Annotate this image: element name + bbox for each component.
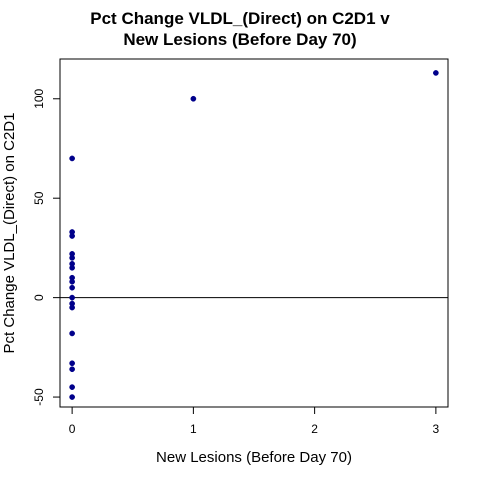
- plot-frame: [59, 58, 449, 408]
- chart-title: Pct Change VLDL_(Direct) on C2D1 v New L…: [0, 8, 480, 50]
- chart-title-line-2: New Lesions (Before Day 70): [123, 30, 357, 49]
- x-tick-label-0: 0: [69, 422, 76, 436]
- y-axis-label: Pct Change VLDL_(Direct) on C2D1: [1, 113, 18, 354]
- data-point-6: [69, 264, 75, 271]
- data-point-15: [69, 366, 75, 373]
- data-point-4: [69, 255, 75, 261]
- data-point-2: [69, 233, 75, 239]
- data-point-13: [69, 330, 75, 337]
- x-tick-label-2: 2: [311, 422, 318, 436]
- y-tick-label-0: -50: [32, 388, 46, 406]
- data-point-8: [69, 278, 75, 285]
- data-point-14: [69, 360, 75, 367]
- y-tick-label-2: 50: [32, 191, 46, 205]
- chart-title-line-1: Pct Change VLDL_(Direct) on C2D1 v: [90, 9, 390, 28]
- data-point-9: [69, 284, 75, 291]
- data-points: [69, 70, 439, 400]
- data-point-0: [69, 155, 75, 162]
- y-tick-label-3: 100: [32, 88, 46, 108]
- data-point-19: [433, 70, 439, 76]
- y-axis: -50 0 50 100: [32, 88, 60, 406]
- x-axis: 0 1 2 3: [69, 407, 440, 436]
- x-tick-label-1: 1: [190, 422, 197, 436]
- x-tick-label-3: 3: [433, 422, 440, 436]
- data-point-17: [69, 394, 75, 400]
- data-point-16: [69, 384, 75, 390]
- data-point-18: [190, 95, 197, 102]
- y-tick-label-1: 0: [32, 294, 46, 301]
- data-point-12: [69, 304, 75, 311]
- x-axis-label: New Lesions (Before Day 70): [156, 449, 352, 466]
- data-point-10: [69, 294, 75, 301]
